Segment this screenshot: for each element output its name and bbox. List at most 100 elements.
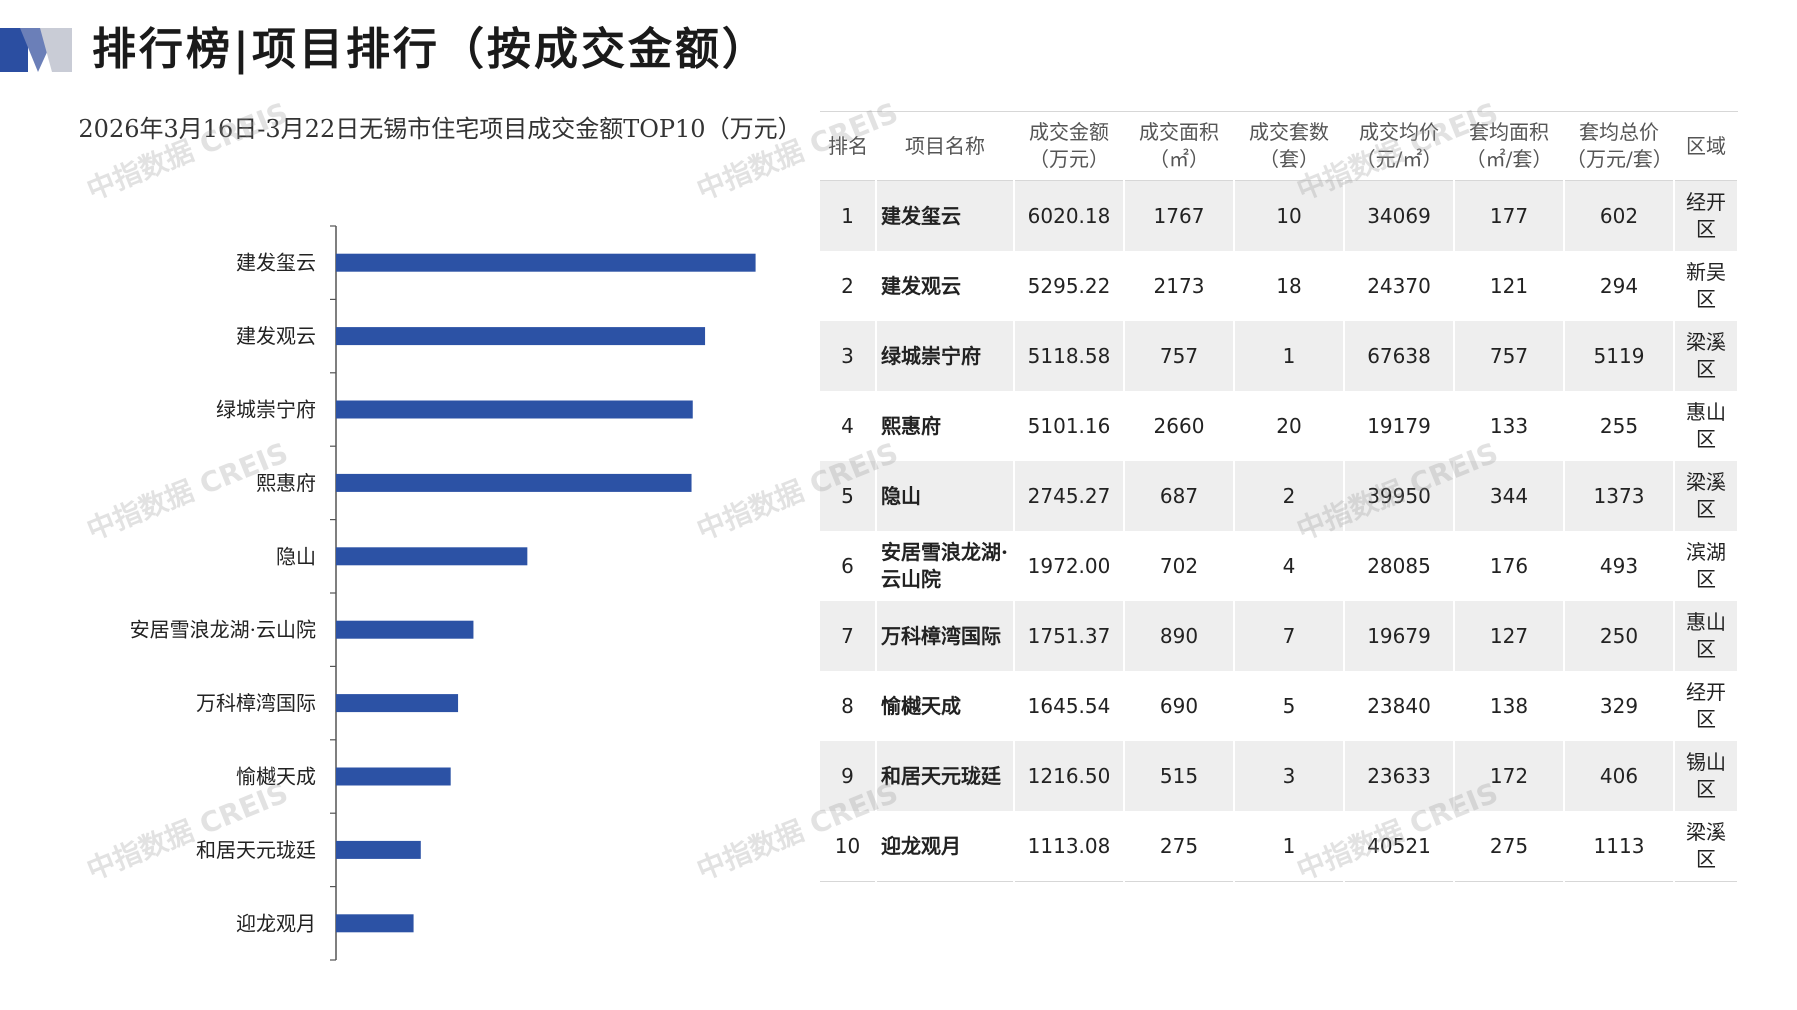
table-row: 7 万科樟湾国际 1751.37 890 7 19679 127 250 惠山区: [820, 601, 1739, 671]
bar: [336, 620, 474, 639]
table-cell: 757: [1454, 321, 1565, 391]
table-cell: 4: [1234, 531, 1345, 601]
table-cell: 5: [820, 461, 877, 531]
table-cell: 2: [820, 251, 877, 321]
table-cell: 3: [820, 321, 877, 391]
project-name-cell: 愉樾天成: [876, 671, 1015, 741]
table-cell: 1645.54: [1014, 671, 1125, 741]
bar: [336, 694, 459, 713]
project-name-cell: 建发观云: [876, 251, 1015, 321]
bar-chart: 建发玺云建发观云绿城崇宁府熙惠府隐山安居雪浪龙湖·云山院万科樟湾国际愉樾天成和居…: [130, 225, 756, 961]
table-cell: 24370: [1344, 251, 1455, 321]
column-header: 成交面积 （㎡）: [1124, 111, 1234, 181]
column-header: 项目名称: [876, 111, 1014, 181]
table-row: 1 建发玺云 6020.18 1767 10 34069 177 602 经开区: [820, 180, 1739, 251]
table-row: 9 和居天元珑廷 1216.50 515 3 23633 172 406 锡山区: [820, 741, 1739, 811]
table-row: 4 熙惠府 5101.16 2660 20 19179 133 255 惠山区: [820, 391, 1739, 461]
table-cell: 1113.08: [1014, 811, 1125, 882]
table-cell: 1216.50: [1014, 741, 1125, 811]
table-cell: 275: [1124, 811, 1235, 882]
table-cell: 6: [820, 531, 877, 601]
region-cell: 梁溪区: [1674, 321, 1739, 391]
table-cell: 9: [820, 741, 877, 811]
project-name-cell: 万科樟湾国际: [876, 601, 1015, 671]
region-cell: 锡山区: [1674, 741, 1739, 811]
bar: [336, 327, 706, 346]
column-header: 成交套数 （套）: [1234, 111, 1344, 181]
table-cell: 275: [1454, 811, 1565, 882]
category-label: 迎龙观月: [236, 911, 316, 935]
table-cell: 19179: [1344, 391, 1455, 461]
table-cell: 250: [1564, 601, 1675, 671]
table-cell: 7: [1234, 601, 1345, 671]
project-name-cell: 安居雪浪龙湖·云山院: [876, 531, 1015, 601]
table-header-row: 排名 项目名称 成交金额 （万元） 成交面积 （㎡） 成交套数 （套） 成交均价 （元/㎡） 套均面…: [820, 111, 1738, 181]
table-cell: 177: [1454, 180, 1565, 251]
chart-title: 2026年3月16日-3月22日无锡市住宅项目成交金额TOP10（万元）: [78, 115, 802, 143]
table-cell: 757: [1124, 321, 1235, 391]
table-cell: 602: [1564, 180, 1675, 251]
table-row: 6 安居雪浪龙湖·云山院 1972.00 702 4 28085 176 493 滨湖区: [820, 531, 1739, 601]
table-cell: 23633: [1344, 741, 1455, 811]
table-row: 2 建发观云 5295.22 2173 18 24370 121 294 新吴区: [820, 251, 1739, 321]
table-cell: 687: [1124, 461, 1235, 531]
table-cell: 138: [1454, 671, 1565, 741]
project-name-cell: 迎龙观月: [876, 811, 1015, 882]
table-cell: 255: [1564, 391, 1675, 461]
table-cell: 406: [1564, 741, 1675, 811]
table-row: 5 隐山 2745.27 687 2 39950 344 1373 梁溪区: [820, 461, 1739, 531]
category-label: 绿城崇宁府: [216, 398, 316, 422]
region-cell: 新吴区: [1674, 251, 1739, 321]
table-cell: 2173: [1124, 251, 1235, 321]
project-name-cell: 熙惠府: [876, 391, 1015, 461]
table-cell: 294: [1564, 251, 1675, 321]
region-cell: 惠山区: [1674, 391, 1739, 461]
table-cell: 1972.00: [1014, 531, 1125, 601]
column-header: 套均总价 （万元/套）: [1564, 111, 1674, 181]
table-cell: 20: [1234, 391, 1345, 461]
region-cell: 惠山区: [1674, 601, 1739, 671]
project-name-cell: 隐山: [876, 461, 1015, 531]
table-cell: 28085: [1344, 531, 1455, 601]
table-cell: 890: [1124, 601, 1235, 671]
table-cell: 34069: [1344, 180, 1455, 251]
category-label: 安居雪浪龙湖·云山院: [130, 618, 316, 642]
bar: [336, 840, 421, 859]
ranking-table: 排名 项目名称 成交金额 （万元） 成交面积 （㎡） 成交套数 （套） 成交均价 （元/㎡） 套均面…: [820, 111, 1739, 882]
table-cell: 172: [1454, 741, 1565, 811]
region-cell: 滨湖区: [1674, 531, 1739, 601]
table-cell: 1113: [1564, 811, 1675, 882]
category-label: 和居天元珑廷: [196, 838, 316, 862]
table-cell: 23840: [1344, 671, 1455, 741]
table-cell: 690: [1124, 671, 1235, 741]
bar: [336, 253, 756, 272]
table-cell: 40521: [1344, 811, 1455, 882]
table-cell: 39950: [1344, 461, 1455, 531]
region-cell: 梁溪区: [1674, 461, 1739, 531]
table-cell: 5295.22: [1014, 251, 1125, 321]
table-cell: 1373: [1564, 461, 1675, 531]
table-cell: 8: [820, 671, 877, 741]
table-cell: 5101.16: [1014, 391, 1125, 461]
table-cell: 4: [820, 391, 877, 461]
table-cell: 6020.18: [1014, 180, 1125, 251]
table-cell: 1: [820, 180, 877, 251]
category-label: 愉樾天成: [236, 765, 316, 789]
table-body: 1 建发玺云 6020.18 1767 10 34069 177 602 经开区 2 建发观云 529…: [820, 180, 1739, 882]
table-cell: 7: [820, 601, 877, 671]
table-cell: 3: [1234, 741, 1345, 811]
column-header: 成交金额 （万元）: [1014, 111, 1124, 181]
bar: [336, 767, 451, 786]
table-cell: 515: [1124, 741, 1235, 811]
table-cell: 702: [1124, 531, 1235, 601]
table-cell: 329: [1564, 671, 1675, 741]
table-cell: 5118.58: [1014, 321, 1125, 391]
table-cell: 67638: [1344, 321, 1455, 391]
page-title: 排行榜|项目排行（按成交金额）: [92, 24, 770, 75]
category-label: 万科樟湾国际: [196, 691, 316, 715]
table-cell: 1: [1234, 811, 1345, 882]
bar: [336, 547, 528, 566]
table-cell: 10: [1234, 180, 1345, 251]
header-decoration: [0, 28, 72, 72]
table-cell: 2660: [1124, 391, 1235, 461]
